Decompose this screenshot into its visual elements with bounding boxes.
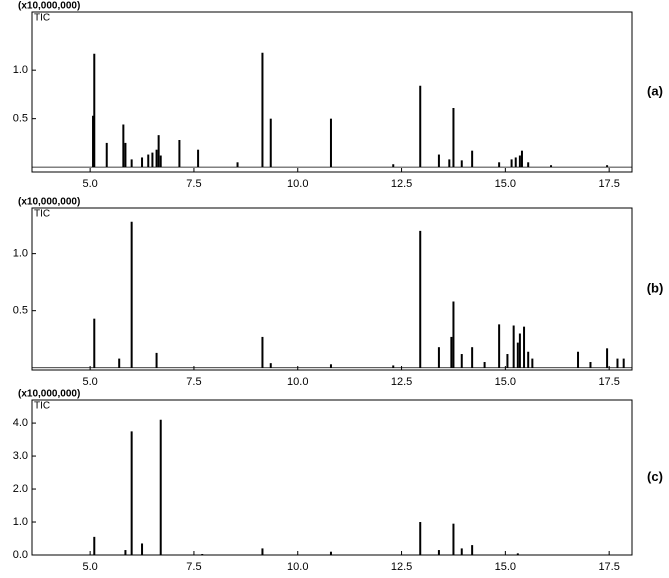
x-tick-label: 15.0	[495, 376, 516, 388]
scale-header: (x10,000,000)	[18, 389, 80, 400]
panel-label: (c)	[647, 469, 663, 484]
x-tick-label: 10.0	[287, 376, 308, 388]
trace-label: TIC	[34, 13, 50, 24]
x-tick-label: 15.0	[495, 561, 516, 573]
plot-frame	[31, 207, 633, 371]
x-tick-label: 10.0	[287, 178, 308, 190]
trace-label: TIC	[34, 401, 50, 412]
panel-label: (a)	[647, 83, 663, 98]
panel-label: (b)	[647, 280, 664, 295]
y-tick-label: 0.5	[13, 113, 28, 125]
x-tick-label: 17.5	[598, 376, 619, 388]
y-tick-label: 1.0	[13, 516, 28, 528]
y-tick-label: 4.0	[13, 417, 28, 429]
x-tick-label: 7.5	[186, 561, 201, 573]
scale-header: (x10,000,000)	[18, 1, 80, 12]
x-tick-label: 17.5	[598, 561, 619, 573]
x-tick-label: 17.5	[598, 178, 619, 190]
plot-frame	[31, 11, 633, 173]
trace-label: TIC	[34, 209, 50, 220]
x-tick-label: 15.0	[495, 178, 516, 190]
y-tick-label: 3.0	[13, 450, 28, 462]
x-tick-label: 10.0	[287, 561, 308, 573]
y-tick-label: 2.0	[13, 483, 28, 495]
x-tick-label: 12.5	[391, 561, 412, 573]
scale-header: (x10,000,000)	[18, 197, 80, 208]
y-tick-label: 0.0	[13, 549, 28, 561]
y-tick-label: 1.0	[13, 248, 28, 260]
y-tick-label: 1.0	[13, 64, 28, 76]
x-tick-label: 5.0	[82, 376, 97, 388]
x-tick-label: 5.0	[82, 561, 97, 573]
plot-frame	[31, 399, 633, 556]
x-tick-label: 12.5	[391, 178, 412, 190]
x-tick-label: 5.0	[82, 178, 97, 190]
x-tick-label: 12.5	[391, 376, 412, 388]
x-tick-label: 7.5	[186, 376, 201, 388]
x-tick-label: 7.5	[186, 178, 201, 190]
y-tick-label: 0.5	[13, 305, 28, 317]
